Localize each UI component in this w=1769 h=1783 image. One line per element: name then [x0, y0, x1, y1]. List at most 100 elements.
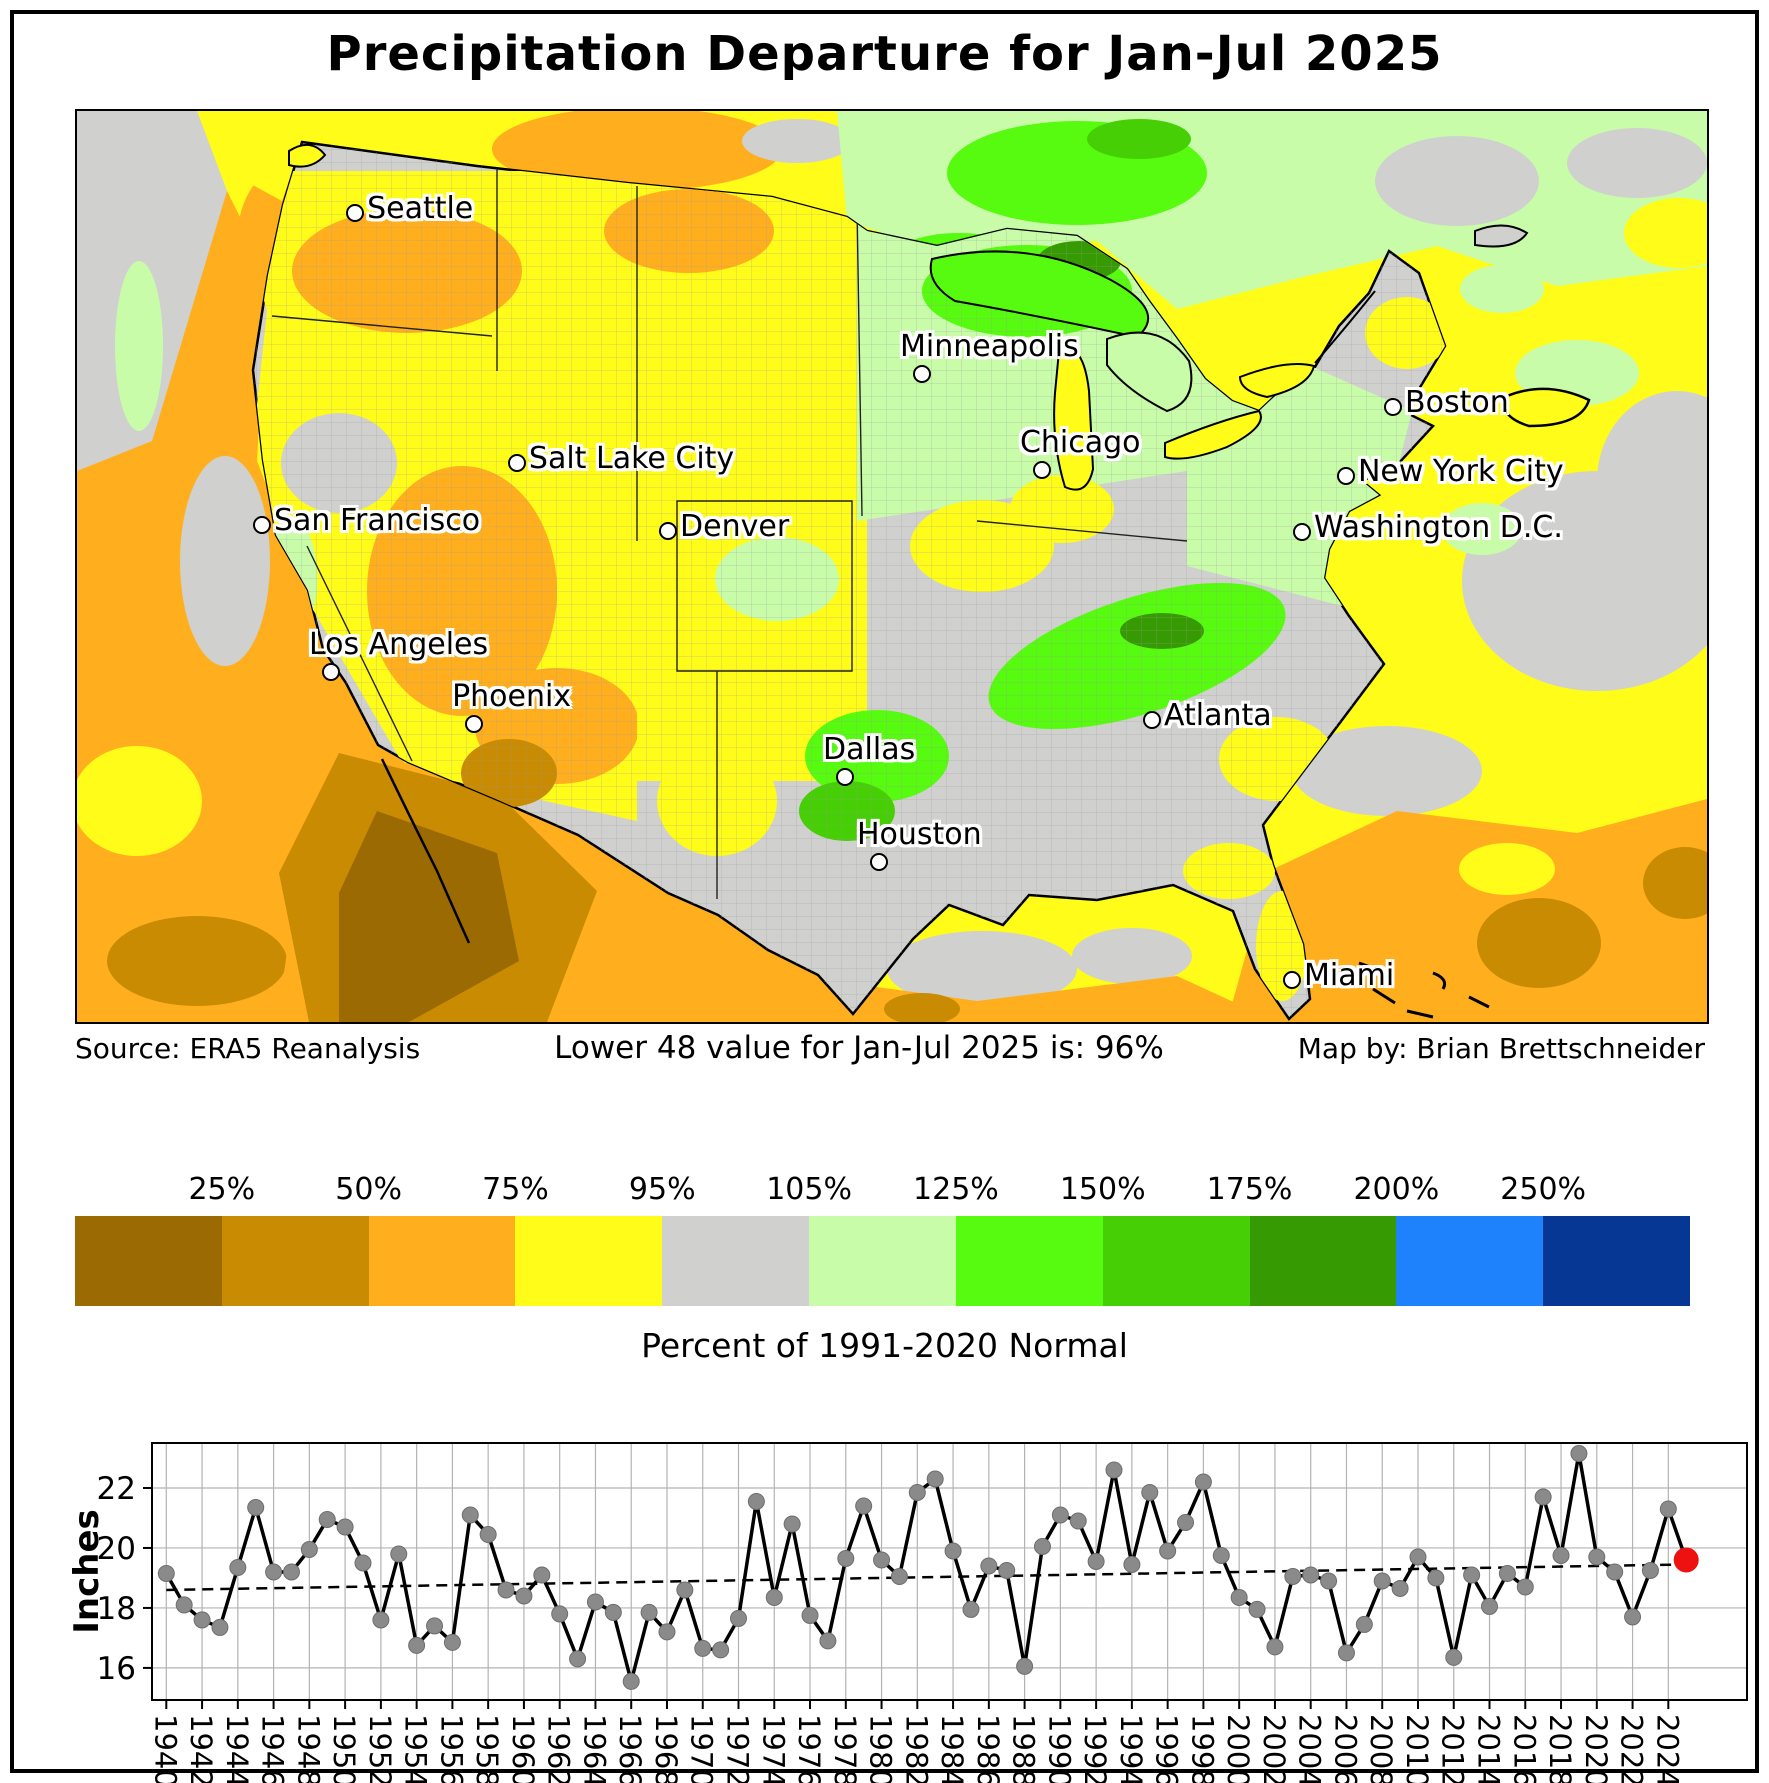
legend-swatch-10 [1543, 1216, 1690, 1306]
data-point-2008 [1373, 1572, 1391, 1590]
x-tick-label: 1976 [792, 1714, 826, 1783]
data-point-2023 [1641, 1561, 1659, 1579]
data-point-1970 [694, 1639, 712, 1657]
city-dot [912, 365, 931, 383]
data-point-1982 [908, 1483, 926, 1501]
data-point-1948 [300, 1540, 318, 1558]
legend-swatch-5 [809, 1216, 956, 1306]
data-point-1952 [372, 1611, 390, 1629]
data-point-2010 [1409, 1548, 1427, 1566]
data-point-1968 [658, 1623, 676, 1641]
data-point-1955 [426, 1617, 444, 1635]
data-point-2017 [1534, 1488, 1552, 1506]
data-point-1985 [962, 1600, 980, 1618]
plot-frame [151, 1442, 1748, 1701]
x-tick-label: 2012 [1436, 1714, 1470, 1783]
city-label: Salt Lake City [528, 441, 735, 476]
city-label: Phoenix [452, 679, 572, 714]
data-point-2013 [1463, 1566, 1481, 1584]
x-tick-label: 1992 [1078, 1714, 1112, 1783]
city-label: Seattle [367, 191, 474, 227]
data-point-1988 [1016, 1657, 1034, 1675]
x-tick-label: 1948 [291, 1714, 325, 1783]
x-tick-label: 1942 [184, 1714, 218, 1783]
city-label: Atlanta [1163, 698, 1272, 733]
x-tick-label: 1944 [220, 1714, 254, 1783]
data-point-1986 [980, 1557, 998, 1575]
data-point-2006 [1337, 1644, 1355, 1662]
legend-label-25%: 25% [188, 1172, 256, 1207]
legend-label-105%: 105% [766, 1172, 852, 1207]
data-point-1978 [837, 1549, 855, 1567]
data-point-1942 [193, 1611, 211, 1629]
legend-swatch-9 [1396, 1216, 1544, 1306]
data-point-2005 [1320, 1572, 1338, 1590]
data-point-1958 [479, 1525, 497, 1543]
city-dot [1283, 971, 1301, 989]
x-tick-label: 1990 [1042, 1714, 1076, 1783]
data-point-1949 [318, 1510, 336, 1528]
legend-label-175%: 175% [1206, 1172, 1293, 1207]
data-point-2003 [1284, 1567, 1302, 1585]
precipitation-map: Seattle San Francisco Los Angeles Phoenix Sa… [75, 109, 1709, 1024]
city-label: Boston [1405, 384, 1509, 420]
data-point-1941 [175, 1596, 193, 1614]
x-tick-label: 1994 [1114, 1714, 1148, 1783]
bahamas-outlines [1358, 961, 1490, 1019]
legend-label-50%: 50% [335, 1172, 402, 1207]
data-point-1966 [622, 1672, 640, 1690]
legend-swatch-7 [1102, 1216, 1250, 1306]
data-point-1979 [855, 1497, 873, 1515]
x-tick-label: 1954 [399, 1714, 433, 1783]
city-dot [465, 715, 484, 733]
x-tick-label: 1996 [1150, 1714, 1184, 1783]
data-point-1954 [408, 1636, 426, 1654]
data-point-1953 [390, 1545, 408, 1563]
data-point-2020 [1588, 1548, 1606, 1566]
city-label: San Francisco [274, 502, 481, 538]
data-point-2011 [1427, 1569, 1445, 1587]
y-tick-label: 20 [97, 1531, 136, 1567]
data-point-2022 [1624, 1608, 1642, 1626]
highlight-point-2025 [1673, 1547, 1699, 1573]
legend-label-150%: 150% [1059, 1172, 1146, 1207]
legend-swatch-8 [1249, 1216, 1397, 1306]
data-point-2014 [1481, 1597, 1499, 1615]
city-label: Minneapolis [899, 329, 1079, 364]
data-point-2004 [1302, 1566, 1320, 1584]
data-point-1984 [944, 1542, 962, 1560]
data-point-1983 [926, 1470, 944, 1488]
trend-line [166, 1563, 1687, 1592]
x-tick-label: 2016 [1507, 1714, 1541, 1783]
x-tick-label: 1968 [649, 1714, 683, 1783]
city-label: Miami [1304, 958, 1395, 993]
data-point-1990 [1051, 1506, 1069, 1524]
x-tick-label: 1940 [148, 1714, 182, 1783]
x-tick-label: 1946 [256, 1714, 290, 1783]
x-tick-label: 2018 [1543, 1714, 1577, 1783]
data-point-1993 [1105, 1461, 1123, 1479]
city-dot [346, 204, 365, 223]
data-point-1951 [354, 1554, 372, 1572]
data-point-1962 [551, 1605, 569, 1623]
data-point-1946 [265, 1563, 283, 1581]
city-dot [1292, 522, 1311, 541]
data-point-1947 [282, 1563, 300, 1581]
legend-label-125%: 125% [913, 1172, 999, 1207]
city-dot [1032, 461, 1051, 480]
x-tick-label: 2006 [1328, 1714, 1362, 1783]
data-point-1980 [873, 1551, 891, 1569]
city-dot [1336, 467, 1355, 486]
city-dot [1384, 397, 1403, 416]
x-tick-label: 1950 [327, 1714, 361, 1783]
city-label: New York City [1357, 454, 1564, 490]
x-tick-label: 1966 [613, 1714, 647, 1783]
x-tick-label: 1964 [577, 1714, 611, 1783]
legend-label-75%: 75% [482, 1172, 549, 1207]
data-point-2018 [1552, 1546, 1570, 1564]
data-point-2009 [1391, 1579, 1409, 1597]
data-point-1989 [1033, 1537, 1051, 1555]
x-tick-label: 1958 [470, 1714, 504, 1783]
y-axis-title: Inches [67, 1509, 107, 1634]
